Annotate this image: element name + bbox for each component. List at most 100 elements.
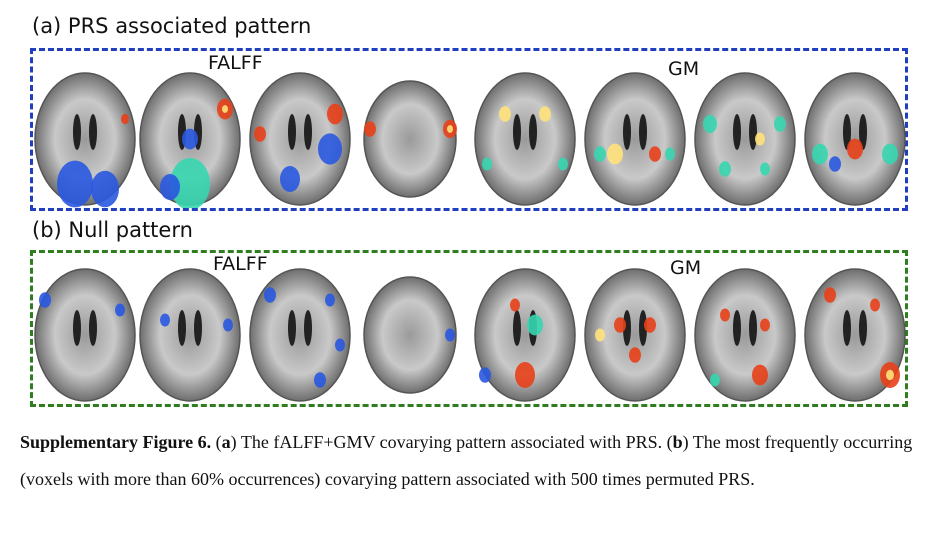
brain-outline xyxy=(474,72,576,206)
brain-outline xyxy=(474,268,576,402)
activation-blob xyxy=(364,121,376,137)
brain-slice xyxy=(249,268,351,402)
caption-b: b xyxy=(672,432,683,452)
ventricle xyxy=(749,310,757,346)
activation-blob xyxy=(558,157,568,171)
brain-slice xyxy=(474,72,576,206)
brain-outline xyxy=(694,72,796,206)
ventricle xyxy=(304,114,312,150)
activation-blob xyxy=(280,166,300,192)
ventricle xyxy=(513,310,521,346)
brain-slice xyxy=(139,268,241,402)
activation-blob xyxy=(160,174,180,200)
brain-outline xyxy=(139,268,241,402)
activation-blob xyxy=(515,362,535,388)
activation-blob xyxy=(752,364,768,386)
ventricle xyxy=(859,114,867,150)
activation-blob xyxy=(760,162,770,176)
caption-a-text: ) The fALFF+GMV covarying pattern associ… xyxy=(230,432,673,452)
panel-b-falff-label: FALFF xyxy=(213,253,268,275)
ventricle xyxy=(304,310,312,346)
activation-blob xyxy=(325,293,335,307)
brain-slice xyxy=(363,80,457,198)
brain-outline xyxy=(363,276,457,394)
ventricle xyxy=(513,114,521,150)
activation-blob xyxy=(318,133,342,165)
brain-slice xyxy=(34,268,136,402)
activation-blob xyxy=(882,143,898,165)
activation-blob xyxy=(595,328,605,342)
ventricle xyxy=(529,114,537,150)
activation-blob xyxy=(182,128,198,150)
activation-blob xyxy=(335,338,345,352)
activation-blob xyxy=(264,287,276,303)
ventricle xyxy=(623,114,631,150)
brain-slice xyxy=(694,72,796,206)
activation-blob xyxy=(223,318,233,332)
activation-blob xyxy=(719,161,731,177)
activation-blob xyxy=(607,143,623,165)
activation-blob xyxy=(812,143,828,165)
ventricle xyxy=(639,114,647,150)
panel-a-box xyxy=(30,48,908,211)
activation-blob xyxy=(160,313,170,327)
ventricle xyxy=(843,114,851,150)
activation-blob xyxy=(91,170,119,208)
activation-blob xyxy=(824,287,836,303)
brain-slice xyxy=(804,268,906,402)
brain-slice xyxy=(139,72,241,208)
activation-blob xyxy=(829,156,841,172)
ventricle xyxy=(749,114,757,150)
brain-slice xyxy=(363,276,457,394)
ventricle xyxy=(288,310,296,346)
activation-blob xyxy=(527,314,543,336)
panel-a-brain-slices xyxy=(34,72,906,208)
brain-slice xyxy=(804,72,906,206)
activation-blob xyxy=(327,103,343,125)
panel-a-gm-label: GM xyxy=(668,58,700,80)
activation-blob xyxy=(720,308,730,322)
activation-blob xyxy=(170,158,210,208)
brain-outline xyxy=(584,268,686,402)
activation-blob xyxy=(847,138,863,160)
ventricle xyxy=(859,310,867,346)
ventricle xyxy=(178,310,186,346)
ventricle xyxy=(288,114,296,150)
activation-blob xyxy=(774,116,786,132)
figure-caption: Supplementary Figure 6. (a) The fALFF+GM… xyxy=(20,424,920,498)
activation-blob xyxy=(870,298,880,312)
activation-blob xyxy=(760,318,770,332)
activation-blob xyxy=(57,160,93,208)
caption-a: a xyxy=(221,432,231,452)
brain-slice xyxy=(694,268,796,402)
ventricle xyxy=(194,310,202,346)
brain-outline xyxy=(694,268,796,402)
activation-blob xyxy=(665,147,675,161)
activation-blob xyxy=(482,157,492,171)
activation-blob xyxy=(539,106,551,122)
panel-b-box xyxy=(30,250,908,407)
activation-blob xyxy=(614,317,626,333)
activation-blob xyxy=(479,367,491,383)
activation-blob xyxy=(447,125,453,133)
activation-blob xyxy=(629,347,641,363)
activation-blob xyxy=(755,132,765,146)
panel-b-brain-slices xyxy=(34,268,906,402)
panel-a-falff-label: FALFF xyxy=(208,52,263,74)
activation-blob xyxy=(886,369,894,381)
activation-blob xyxy=(499,106,511,122)
ventricle xyxy=(733,310,741,346)
activation-blob xyxy=(445,328,455,342)
ventricle xyxy=(733,114,741,150)
brain-outline xyxy=(363,80,457,198)
ventricle xyxy=(639,310,647,346)
panel-a-title: (a) PRS associated pattern xyxy=(32,14,312,38)
panel-b-title: (b) Null pattern xyxy=(32,218,193,242)
activation-blob xyxy=(594,146,606,162)
activation-blob xyxy=(222,105,228,113)
brain-slice xyxy=(34,72,136,208)
caption-paren: ( xyxy=(211,432,222,452)
brain-outline xyxy=(34,268,136,402)
activation-blob xyxy=(710,373,720,387)
activation-blob xyxy=(39,292,51,308)
